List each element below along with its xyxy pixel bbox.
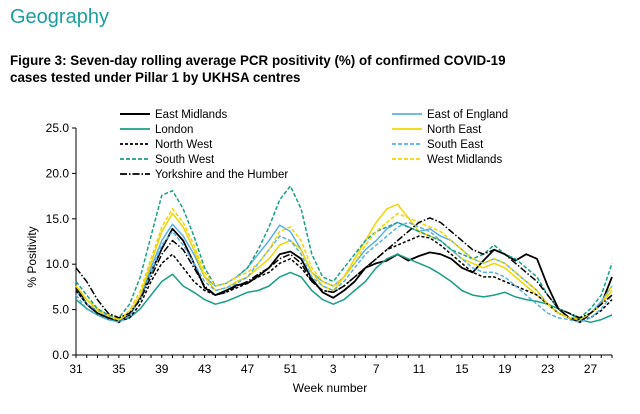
x-tick-label: 31 <box>69 362 83 376</box>
legend-label: London <box>155 124 193 136</box>
legend-label: West Midlands <box>427 154 502 166</box>
x-tick-label: 43 <box>198 362 212 376</box>
x-tick-label: 23 <box>541 362 555 376</box>
x-tick-label: 11 <box>413 362 426 376</box>
x-tick-label: 3 <box>330 362 337 376</box>
series-line-south-west <box>75 185 613 319</box>
y-tick-label: 20.0 <box>46 166 70 180</box>
x-tick-label: 27 <box>584 362 598 376</box>
x-tick-label: 15 <box>455 362 469 376</box>
chart-legend: East Midlands East of England London North … <box>120 109 508 181</box>
x-axis-title: Week number <box>293 381 367 395</box>
chart-plot-area: 0.0 5.0 10.0 15.0 20.0 25.0 31 35 39 43 47 51 3 7 11 15… <box>46 121 613 376</box>
series-line-east-midlands <box>75 227 613 324</box>
figure-title-line1: Figure 3: Seven-day rolling average PCR … <box>10 53 506 68</box>
chart-series-group <box>75 185 613 324</box>
x-tick-label: 35 <box>112 362 126 376</box>
series-line-east-of-england <box>75 221 613 321</box>
y-tick-label: 0.0 <box>52 348 69 362</box>
section-title: Geography <box>10 6 109 28</box>
legend-label: East of England <box>427 109 508 121</box>
x-tick-label: 19 <box>498 362 512 376</box>
figure-title-line2: cases tested under Pillar 1 by UKHSA cen… <box>10 70 301 85</box>
x-tick-label: 47 <box>241 362 255 376</box>
series-line-london <box>75 253 613 324</box>
y-tick-label: 10.0 <box>46 257 70 271</box>
legend-label: South East <box>427 139 484 151</box>
y-tick-label: 15.0 <box>46 212 70 226</box>
figure-title: Figure 3: Seven-day rolling average PCR … <box>10 52 620 86</box>
x-tick-label: 51 <box>284 362 298 376</box>
series-line-yorkshire-and-the-humber <box>75 217 613 319</box>
x-tick-label: 39 <box>155 362 169 376</box>
legend-label: South West <box>155 154 215 166</box>
y-tick-label: 25.0 <box>46 121 70 135</box>
legend-label: North West <box>155 139 213 151</box>
series-line-south-east <box>75 221 613 324</box>
series-line-west-midlands <box>75 208 613 321</box>
y-tick-label: 5.0 <box>52 303 69 317</box>
legend-label: North East <box>427 124 482 136</box>
y-axis-title: % Positivity <box>25 226 39 287</box>
legend-label: East Midlands <box>155 109 227 121</box>
x-tick-label: 7 <box>373 362 380 376</box>
legend-label: Yorkshire and the Humber <box>155 169 288 181</box>
